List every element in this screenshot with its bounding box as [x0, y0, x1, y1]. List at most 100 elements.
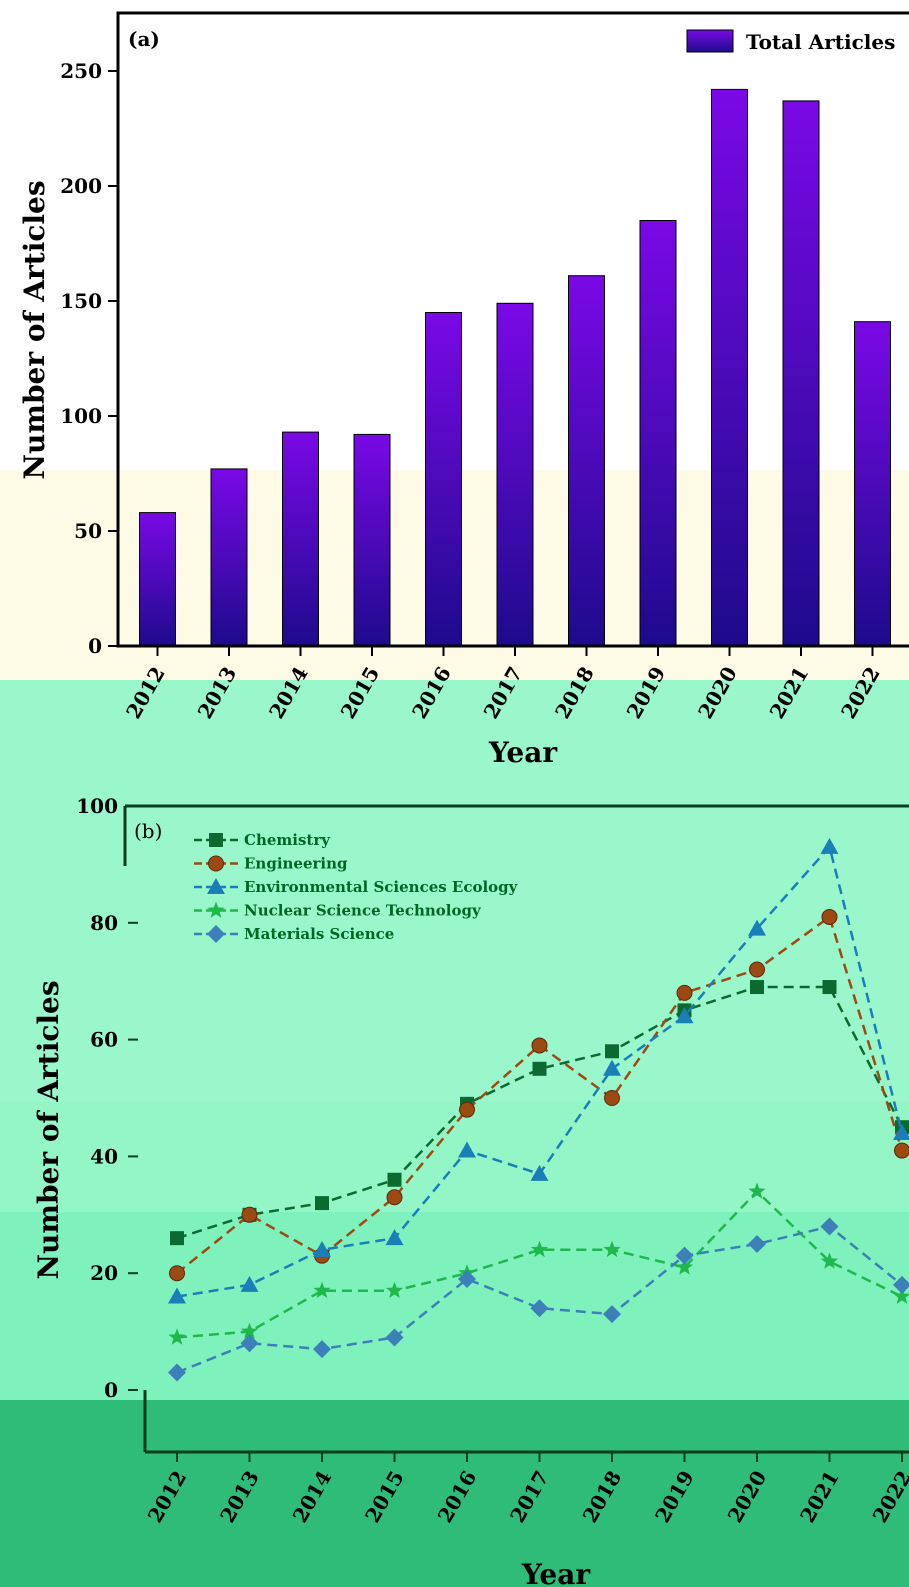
point-nuclear-science-technology-2018: [603, 1240, 621, 1258]
x-tick-label-2013: 2013: [193, 663, 242, 723]
x-tick-label-2012: 2012: [121, 663, 170, 723]
point-engineering-2020: [749, 961, 765, 978]
b-y-tick-label-40: 40: [90, 1144, 118, 1168]
background-band-6: [0, 1400, 909, 1587]
panel-b-y-ticks: 0 20 40 60 80 100: [76, 794, 138, 1402]
bar-2022: [854, 321, 891, 647]
panel-a-y-ticks: 0 50 100 150 200 250: [60, 59, 118, 658]
legend-marker-engineering: [208, 855, 224, 872]
point-materials-science-2012: [168, 1363, 186, 1382]
point-environmental-sciences-ecology-2021: [820, 837, 839, 854]
x-tick-label-2020: 2020: [693, 663, 742, 723]
x-tick-label-2022: 2022: [836, 663, 885, 723]
legend-swatch-total-articles: [686, 29, 734, 53]
point-chemistry-2014: [315, 1196, 329, 1211]
point-environmental-sciences-ecology-2014: [313, 1240, 331, 1257]
series-line-chemistry: [176, 985, 904, 1240]
point-nuclear-science-technology-2017: [530, 1240, 549, 1258]
bar-2017: [496, 302, 534, 647]
x-tick-label-2014: 2014: [264, 662, 313, 722]
point-engineering-2022: [894, 1142, 909, 1159]
x-tick-label-2015: 2015: [336, 663, 385, 723]
b-x-tick-label-2022: 2022: [868, 1467, 909, 1527]
point-materials-science-2017: [530, 1299, 549, 1318]
point-chemistry-2018: [605, 1044, 619, 1059]
y-tick-label-150: 150: [60, 289, 102, 313]
panel-a-y-axis-title: Number of Articles: [18, 180, 51, 479]
point-environmental-sciences-ecology-2020: [748, 919, 766, 936]
point-engineering-2016: [459, 1101, 475, 1118]
point-nuclear-science-technology-2020: [748, 1182, 766, 1199]
legend-label-chemistry: Chemistry: [244, 831, 331, 849]
legend-marker-materials-science: [207, 925, 225, 943]
bar-2020: [711, 88, 748, 647]
b-x-tick-label-2015: 2015: [360, 1467, 409, 1527]
b-x-tick-label-2020: 2020: [723, 1467, 772, 1527]
point-engineering-2018: [604, 1090, 620, 1106]
legend-marker-chemistry: [209, 833, 223, 847]
b-x-tick-label-2017: 2017: [505, 1467, 554, 1527]
point-materials-science-2016: [458, 1270, 476, 1289]
panel-b-label: (b): [134, 819, 162, 843]
point-nuclear-science-technology-2021: [820, 1252, 839, 1269]
panel-b-line-chart: (b) 0 20 40 60 80 100 2012 2013 2014 2015 2016 201…: [32, 794, 909, 1587]
background-band-3: [0, 680, 909, 1102]
legend-item-materials-science: Materials Science: [194, 925, 394, 943]
y-tick-label-50: 50: [74, 519, 102, 543]
point-environmental-sciences-ecology-2022: [893, 1124, 909, 1141]
series-engineering: [169, 908, 909, 1282]
bar-2016: [425, 312, 462, 647]
bar-2014: [282, 431, 319, 647]
y-tick-label-250: 250: [60, 59, 102, 83]
legend-label-environmental-sciences-ecology: Environmental Sciences Ecology: [244, 878, 519, 896]
point-engineering-2021: [821, 908, 838, 925]
panel-a-legend: Total Articles: [686, 29, 895, 54]
point-chemistry-2017: [532, 1061, 547, 1076]
point-materials-science-2022: [893, 1275, 909, 1294]
x-tick-label-2016: 2016: [407, 663, 456, 723]
series-line-materials-science: [176, 1225, 903, 1374]
panel-b-series: [168, 837, 909, 1382]
point-engineering-2012: [169, 1265, 185, 1282]
panel-b-x-axis-title: Year: [521, 1558, 592, 1587]
point-materials-science-2020: [748, 1235, 766, 1253]
x-tick-label-2021: 2021: [765, 663, 814, 723]
point-engineering-2019: [676, 984, 693, 1001]
panel-b-x-ticks: 2012 2013 2014 2015 2016 2017 2018 2019 2020 2021…: [143, 1452, 909, 1527]
panel-a-label: (a): [128, 27, 160, 51]
point-chemistry-2012: [170, 1231, 184, 1246]
legend-label-engineering: Engineering: [244, 855, 348, 873]
legend-marker-nuclear-science-technology: [207, 901, 225, 918]
point-environmental-sciences-ecology-2018: [603, 1059, 621, 1076]
panel-a-x-ticks: 2012 2013 2014 2015 2016 2017 2018 2019 2020 2021…: [121, 646, 885, 723]
b-y-tick-label-20: 20: [90, 1261, 118, 1285]
b-y-tick-label-0: 0: [104, 1378, 118, 1402]
point-materials-science-2014: [313, 1340, 331, 1359]
b-x-tick-label-2021: 2021: [795, 1467, 844, 1527]
point-engineering-2013: [241, 1206, 258, 1223]
series-nuclear-science-technology: [168, 1182, 909, 1345]
legend-label-materials-science: Materials Science: [244, 925, 394, 943]
point-engineering-2015: [386, 1189, 403, 1206]
bar-2018: [568, 275, 605, 647]
y-tick-label-0: 0: [88, 634, 102, 658]
point-materials-science-2018: [603, 1305, 621, 1324]
b-y-tick-label-60: 60: [90, 1028, 118, 1052]
b-x-tick-label-2012: 2012: [143, 1467, 192, 1527]
b-y-tick-label-80: 80: [90, 911, 118, 935]
b-x-tick-label-2013: 2013: [215, 1467, 264, 1527]
b-y-tick-label-100: 100: [76, 794, 118, 818]
bar-2013: [210, 468, 248, 647]
legend-item-environmental-sciences-ecology: Environmental Sciences Ecology: [194, 878, 519, 896]
bar-2019: [639, 220, 677, 647]
point-environmental-sciences-ecology-2016: [458, 1141, 476, 1158]
point-nuclear-science-technology-2013: [240, 1322, 259, 1339]
series-line-nuclear-science-technology: [176, 1189, 903, 1339]
point-chemistry-2015: [387, 1172, 402, 1187]
legend-item-nuclear-science-technology: Nuclear Science Technology: [194, 901, 482, 920]
y-tick-label-100: 100: [60, 404, 102, 428]
b-x-tick-label-2014: 2014: [288, 1466, 337, 1526]
b-x-tick-label-2016: 2016: [433, 1467, 482, 1527]
b-x-tick-label-2019: 2019: [650, 1467, 699, 1527]
series-chemistry: [170, 980, 909, 1246]
